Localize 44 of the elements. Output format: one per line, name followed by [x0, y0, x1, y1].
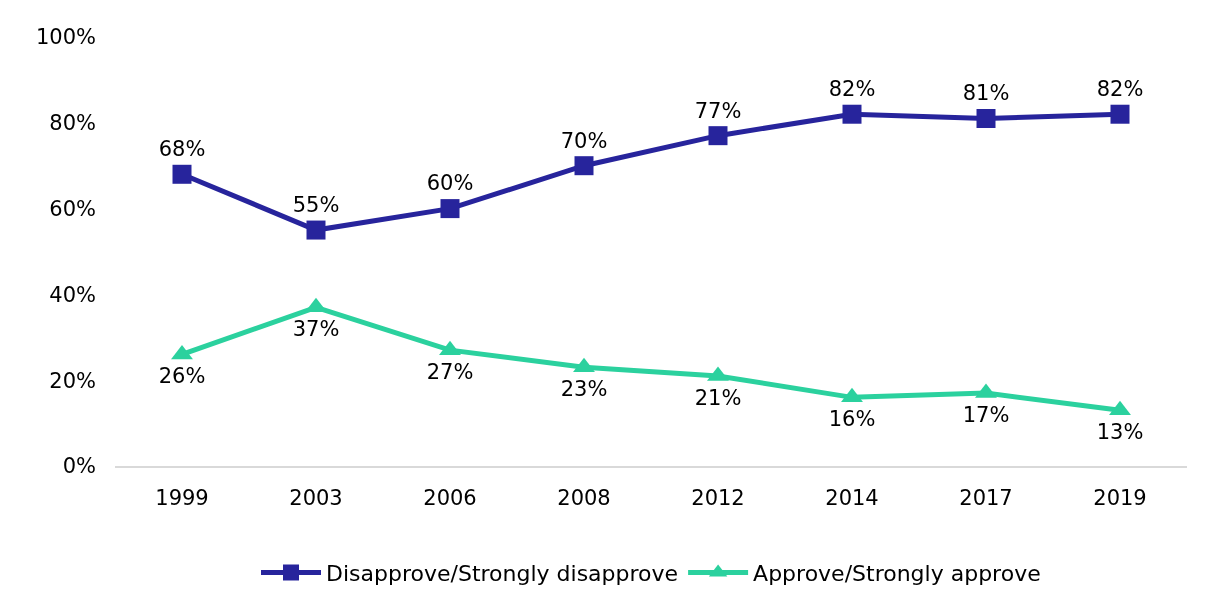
- point: [841, 387, 863, 403]
- x-tick-label: 2003: [289, 486, 343, 511]
- data-label: 60%: [426, 171, 474, 196]
- data-label: 23%: [560, 376, 608, 401]
- data-label: 70%: [560, 128, 608, 153]
- data-label: 55%: [292, 192, 340, 217]
- data-label: 82%: [1096, 77, 1144, 102]
- data-label: 13%: [1096, 419, 1144, 444]
- data-label: 77%: [694, 98, 742, 123]
- x-tick-label: 2006: [423, 486, 477, 511]
- point: [171, 344, 193, 360]
- point: [842, 104, 862, 124]
- x-tick-label: 2017: [959, 486, 1013, 511]
- x-tick-label: 2019: [1093, 486, 1147, 511]
- data-label: 81%: [962, 81, 1010, 106]
- x-tick-label: 2014: [825, 486, 879, 511]
- data-label: 68%: [158, 137, 206, 162]
- y-tick-label: 100%: [35, 25, 96, 50]
- point: [574, 156, 594, 176]
- y-tick-label: 0%: [62, 454, 96, 479]
- y-tick-label: 20%: [49, 368, 96, 393]
- point: [305, 297, 327, 313]
- y-tick-label: 60%: [49, 196, 96, 221]
- legend-label: Approve/Strongly approve: [753, 561, 1041, 587]
- data-label: 37%: [292, 316, 340, 341]
- point: [1110, 104, 1130, 124]
- data-label: 16%: [828, 406, 876, 431]
- point: [708, 126, 728, 146]
- y-tick-label: 40%: [49, 282, 96, 307]
- point: [172, 164, 192, 184]
- point: [306, 220, 326, 240]
- legend-label: Disapprove/Strongly disapprove: [326, 561, 679, 587]
- point: [440, 199, 460, 219]
- point: [976, 109, 996, 129]
- x-tick-label: 2008: [557, 486, 611, 511]
- y-tick-label: 80%: [49, 111, 96, 136]
- point: [573, 357, 595, 373]
- data-label: 17%: [962, 402, 1010, 427]
- data-label: 21%: [694, 385, 742, 410]
- data-label: 26%: [158, 364, 206, 389]
- x-tick-label: 1999: [155, 486, 209, 511]
- data-label: 82%: [828, 77, 876, 102]
- data-label: 27%: [426, 359, 474, 384]
- x-tick-label: 2012: [691, 486, 745, 511]
